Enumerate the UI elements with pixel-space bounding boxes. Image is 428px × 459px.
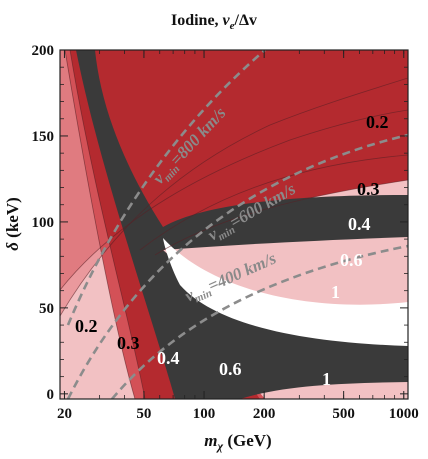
contour-label-0.6-upper: 0.6	[340, 250, 363, 270]
vmin-curves	[66, 50, 408, 399]
y-tick-label: 150	[32, 129, 55, 145]
vmin-600-curve	[66, 133, 408, 399]
contour-label-0.3: 0.3	[117, 333, 140, 353]
y-axis: 0 50 100 150 200	[32, 43, 408, 403]
x-tick-label: 100	[193, 406, 216, 422]
contour-label-1-upper: 1	[331, 282, 340, 302]
region-peak	[163, 238, 408, 346]
plot-frame	[59, 49, 409, 400]
y-tick-label: 100	[32, 215, 55, 231]
region-above-1	[76, 50, 408, 399]
plot-area	[60, 50, 408, 399]
x-tick-label: 1000	[389, 406, 419, 422]
contour-label-0.2-upper: 0.2	[366, 112, 389, 132]
vmin-400-curve	[111, 244, 408, 399]
y-tick-label: 200	[32, 43, 55, 59]
contour-label-1: 1	[322, 369, 331, 389]
contour-labels: 0.2 0.3 0.4 0.6 1 0.2 0.3 0.4 0.6 1	[75, 112, 389, 389]
contour-label-0.4: 0.4	[157, 348, 180, 368]
contour-label-0.4-upper: 0.4	[348, 214, 371, 234]
contour-label-0.6: 0.6	[219, 359, 242, 379]
x-axis: 20 50 100 200 500 1000	[57, 50, 419, 422]
y-tick-label: 50	[39, 301, 54, 317]
x-tick-label: 20	[57, 406, 72, 422]
x-tick-label: 200	[253, 406, 276, 422]
y-axis-label: δ (keV)	[3, 197, 22, 251]
contour-label-0.3-upper: 0.3	[357, 179, 380, 199]
x-tick-label: 50	[136, 406, 151, 422]
x-tick-label: 500	[332, 406, 355, 422]
contour-label-0.2: 0.2	[75, 316, 98, 336]
vmin-800-curve	[66, 50, 266, 326]
x-axis-label: mχ (GeV)	[204, 431, 271, 453]
contour-lines	[60, 50, 408, 399]
y-tick-label: 0	[47, 387, 55, 403]
chart-title: Iodine, ve/Δv	[171, 12, 257, 32]
